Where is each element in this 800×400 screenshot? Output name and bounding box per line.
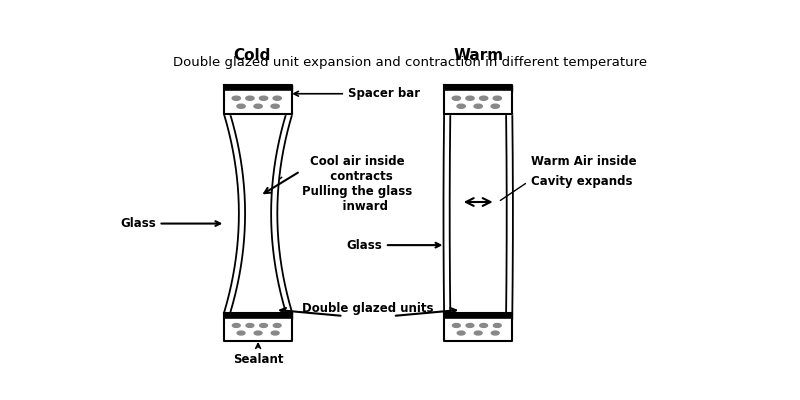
- Circle shape: [232, 96, 241, 100]
- Circle shape: [259, 96, 268, 100]
- Text: Cool air inside
  contracts
Pulling the glass
    inward: Cool air inside contracts Pulling the gl…: [302, 154, 413, 212]
- Circle shape: [237, 331, 245, 335]
- Circle shape: [458, 331, 465, 335]
- Circle shape: [271, 104, 279, 108]
- Text: Double glazed units: Double glazed units: [302, 302, 434, 315]
- Circle shape: [466, 96, 474, 100]
- Text: Warm: Warm: [453, 48, 503, 64]
- Polygon shape: [271, 114, 292, 313]
- Polygon shape: [444, 91, 512, 114]
- Text: Double glazed unit expansion and contraction in different temperature: Double glazed unit expansion and contrac…: [173, 56, 647, 69]
- Polygon shape: [224, 91, 292, 114]
- Circle shape: [453, 324, 460, 328]
- Text: Spacer bar: Spacer bar: [294, 87, 420, 100]
- Circle shape: [474, 331, 482, 335]
- Circle shape: [479, 96, 488, 100]
- Circle shape: [457, 104, 466, 108]
- Circle shape: [254, 104, 262, 108]
- Text: Cavity expands: Cavity expands: [531, 176, 633, 188]
- Circle shape: [232, 324, 240, 328]
- Circle shape: [274, 324, 281, 328]
- Polygon shape: [443, 114, 450, 313]
- Circle shape: [254, 331, 262, 335]
- Circle shape: [271, 331, 279, 335]
- Polygon shape: [224, 114, 245, 313]
- Circle shape: [494, 324, 502, 328]
- Text: Sealant: Sealant: [233, 344, 283, 366]
- Polygon shape: [224, 85, 292, 91]
- Circle shape: [237, 104, 245, 108]
- Circle shape: [246, 324, 254, 328]
- Text: Warm Air inside: Warm Air inside: [531, 156, 637, 168]
- Polygon shape: [444, 313, 512, 319]
- Polygon shape: [444, 319, 512, 341]
- Circle shape: [260, 324, 267, 328]
- Circle shape: [474, 104, 482, 108]
- Circle shape: [452, 96, 461, 100]
- Circle shape: [491, 331, 499, 335]
- Polygon shape: [224, 319, 292, 341]
- Circle shape: [466, 324, 474, 328]
- Polygon shape: [224, 313, 292, 319]
- Polygon shape: [506, 114, 513, 313]
- Text: Glass: Glass: [346, 239, 440, 252]
- Polygon shape: [444, 85, 512, 91]
- Circle shape: [480, 324, 487, 328]
- Text: Glass: Glass: [120, 217, 220, 230]
- Circle shape: [493, 96, 502, 100]
- Circle shape: [491, 104, 499, 108]
- Circle shape: [246, 96, 254, 100]
- Text: Cold: Cold: [234, 48, 270, 64]
- Circle shape: [273, 96, 282, 100]
